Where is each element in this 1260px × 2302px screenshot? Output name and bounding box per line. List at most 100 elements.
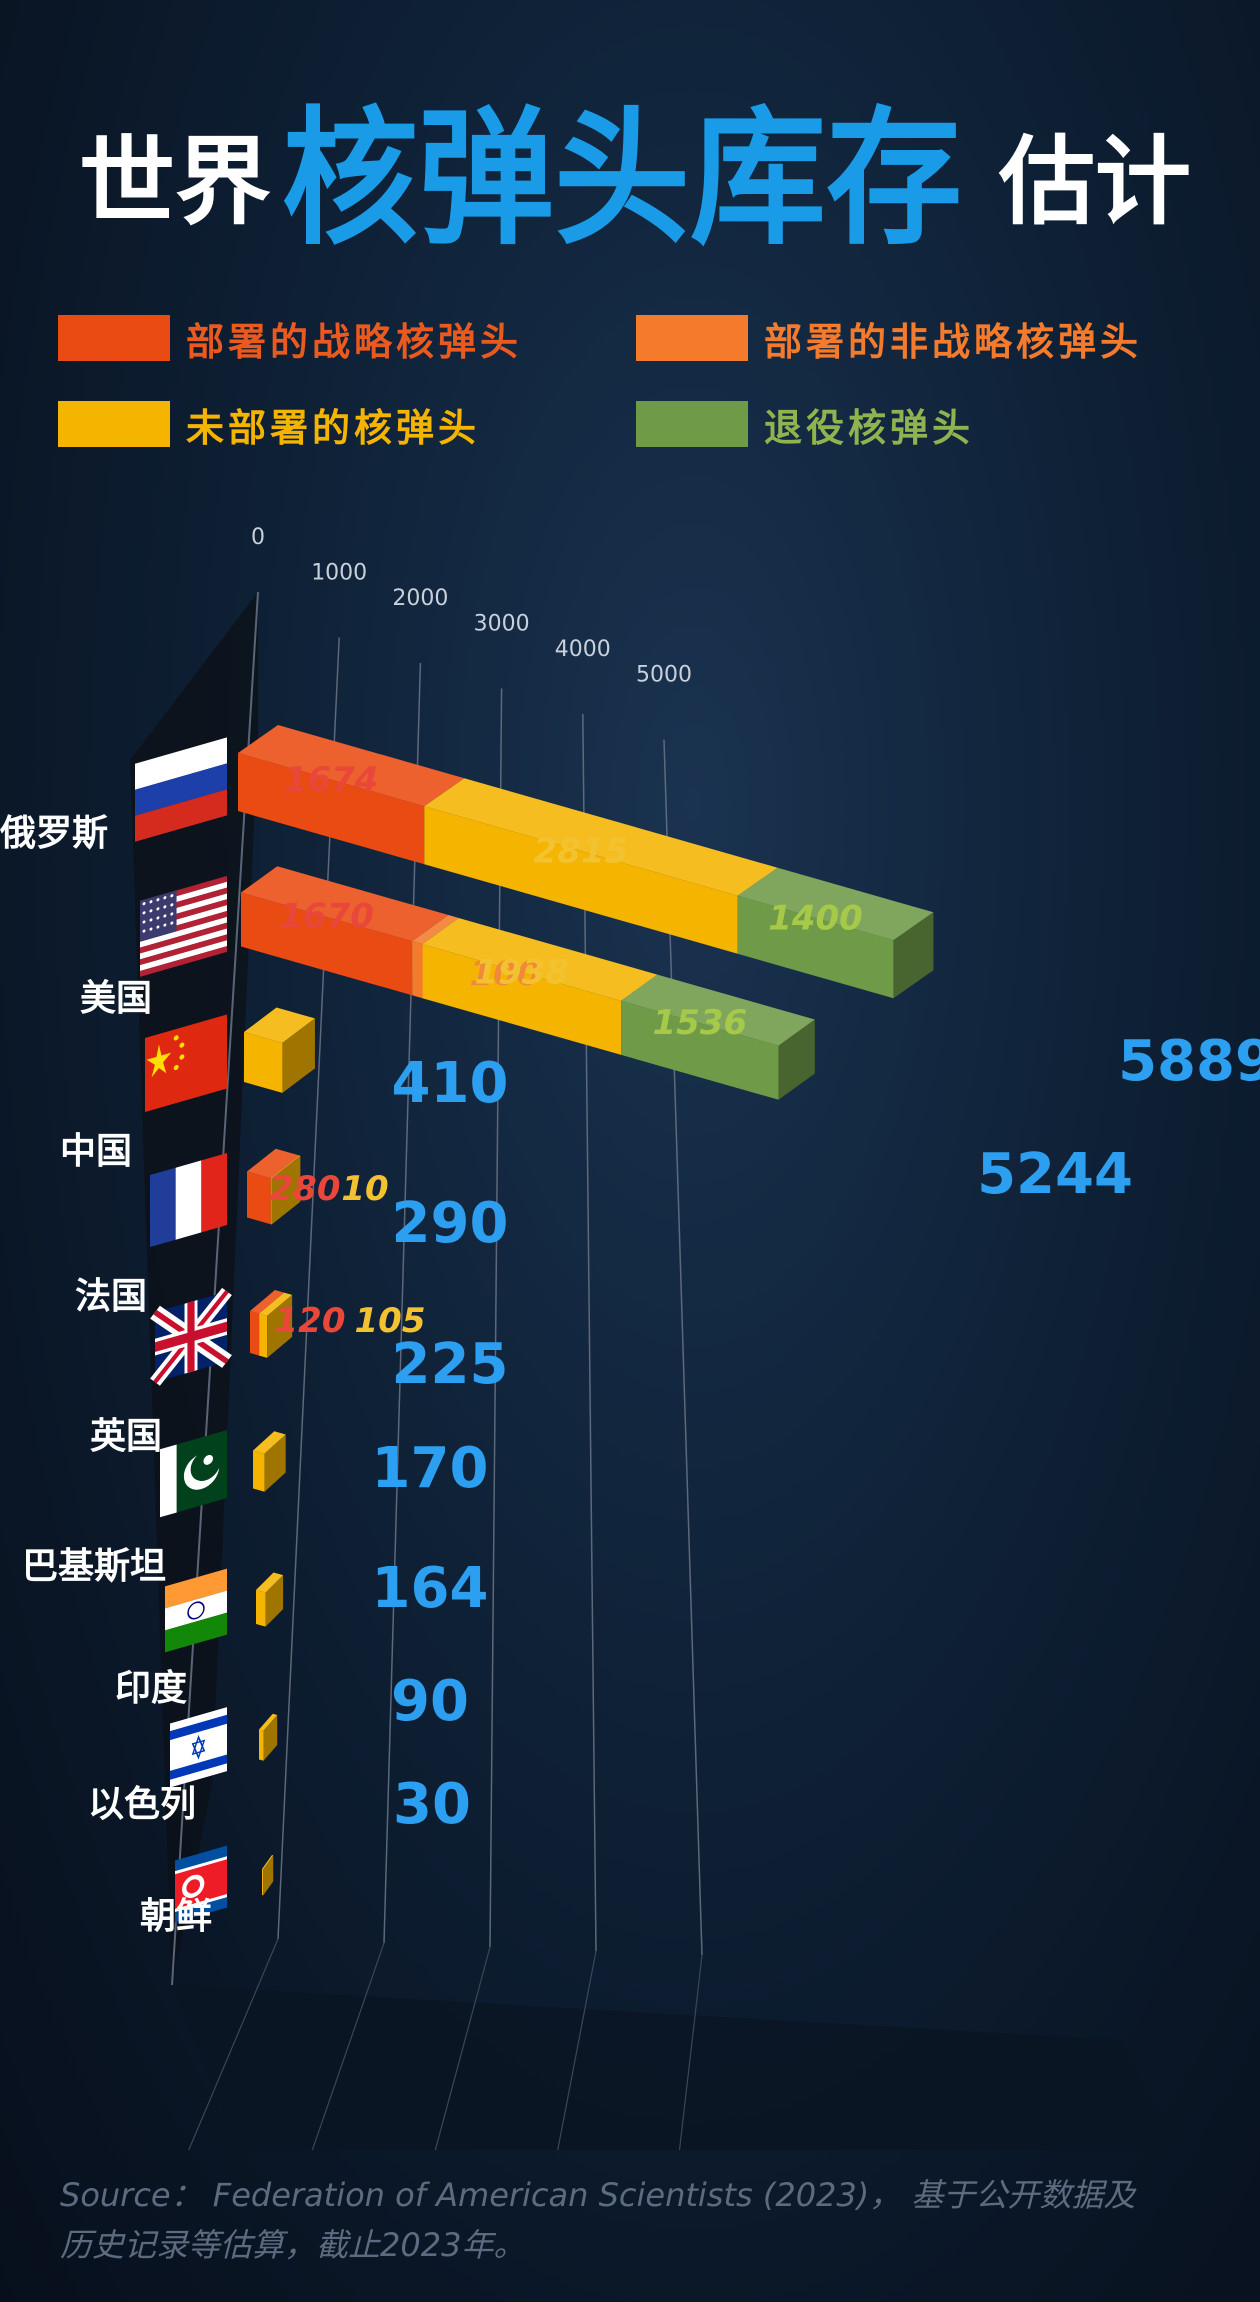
- legend-swatch-nondeployed: [58, 401, 170, 447]
- star: [163, 923, 167, 927]
- bar-segment-top: [247, 1148, 300, 1179]
- bar-segment-top: [238, 725, 465, 807]
- legend-swatch-deployed-strategic: [58, 315, 170, 361]
- segment-value-label: 2815: [534, 832, 629, 872]
- bar-end-cap: [265, 1575, 284, 1627]
- bar-segment-top: [259, 1292, 293, 1316]
- bar-segment: [259, 1729, 264, 1761]
- uk-flag: [150, 1287, 232, 1386]
- bar-segment: [737, 895, 894, 999]
- legend-label-nondeployed: 未部署的核弹头: [186, 405, 481, 450]
- bar-segment-top: [412, 915, 459, 945]
- x-tick-label: 3000: [474, 612, 530, 637]
- segment-value-label: 105: [355, 1301, 426, 1341]
- title-part-2: 核弹头库存: [282, 95, 962, 265]
- bar-segment-top: [259, 1713, 278, 1731]
- star: [149, 918, 153, 922]
- star: [149, 900, 153, 904]
- legend-item-retired: 退役核弹头: [636, 399, 975, 450]
- total-value-label: 410: [392, 1051, 509, 1116]
- total-value-label: 5889: [1118, 1029, 1260, 1094]
- category-label: 中国: [60, 1130, 132, 1172]
- bar-end-cap: [893, 912, 934, 999]
- star: [203, 1454, 214, 1465]
- flag-part: [160, 1444, 177, 1518]
- bar-segment: [412, 941, 423, 999]
- star: [191, 1739, 206, 1760]
- flag-part: [150, 1167, 176, 1248]
- star: [186, 1879, 201, 1894]
- category-label: 印度: [115, 1667, 187, 1709]
- category-label: 俄罗斯: [0, 812, 108, 854]
- flag-part: [140, 922, 227, 954]
- total-value-label: 30: [393, 1772, 471, 1837]
- bar-segment-top: [262, 1855, 274, 1870]
- bar-end-cap: [263, 1714, 278, 1761]
- chart-text: 0 1000 2000 3000 4000 5000 俄罗斯美国中国法国英国巴基斯坦印度以色…: [0, 525, 1260, 1937]
- flag-part: [145, 1014, 227, 1112]
- category-label: 朝鲜: [140, 1895, 212, 1937]
- star: [142, 929, 146, 933]
- segment-value-label: 1674: [284, 760, 379, 800]
- bar-segment-top: [253, 1431, 286, 1454]
- total-value-label: 164: [372, 1556, 489, 1621]
- star: [142, 911, 146, 915]
- china-flag: [145, 1014, 227, 1112]
- flag-part: [170, 1714, 227, 1741]
- bar-row-3: [247, 1148, 301, 1225]
- flag-part: [140, 890, 177, 942]
- bar-end-cap: [778, 1019, 815, 1100]
- gridline-2000: [383, 662, 422, 1944]
- flag-part: [165, 1590, 227, 1631]
- bar-row-0: [238, 725, 934, 999]
- x-tick-label: 5000: [636, 663, 692, 688]
- x-tick-label: 1000: [311, 561, 367, 586]
- legend-label-deployed-nonstrategic: 部署的非战略核弹头: [764, 319, 1143, 364]
- segment-value-label: 100: [470, 954, 541, 994]
- segment-value-label: 1670: [279, 897, 374, 937]
- category-label: 以色列: [88, 1783, 196, 1825]
- bar-segment-top: [244, 1007, 315, 1043]
- source-line-2: 历史记录等估算，截止2023年。: [60, 2226, 526, 2264]
- bar-segment: [270, 1178, 272, 1225]
- bar-end-cap: [263, 1855, 274, 1896]
- legend-item-nondeployed: 未部署的核弹头: [58, 399, 481, 450]
- category-label: 巴基斯坦: [22, 1545, 166, 1587]
- bar-row-7: [259, 1713, 278, 1761]
- star: [163, 905, 167, 909]
- bar-row-4: [250, 1290, 293, 1358]
- category-label: 英国: [90, 1415, 162, 1457]
- bar-segment: [262, 1869, 264, 1896]
- bar-end-cap: [271, 1155, 301, 1225]
- gridline-3000: [489, 688, 503, 1948]
- star: [163, 896, 167, 900]
- star: [149, 909, 153, 913]
- gridline-5000: [663, 739, 703, 1956]
- bar-segment: [256, 1590, 266, 1627]
- flag-part: [165, 1612, 227, 1653]
- bar-end-cap: [264, 1434, 286, 1492]
- segment-value-label: 120: [275, 1301, 346, 1341]
- star: [163, 914, 167, 918]
- bar-segment-top: [424, 778, 778, 896]
- star: [156, 916, 160, 920]
- bar-segment: [253, 1450, 265, 1492]
- chart-title: 世界 核弹头库存 估计: [79, 95, 1191, 265]
- flag-part: [135, 763, 227, 816]
- star: [170, 912, 174, 916]
- floor-gridline-4000: [557, 1950, 597, 2150]
- total-value-label: 170: [372, 1436, 489, 1501]
- bar-segment: [424, 806, 738, 954]
- segment-value-label: 280: [270, 1169, 341, 1209]
- star: [142, 920, 146, 924]
- x-tick-label: 2000: [392, 586, 448, 611]
- warhead-bar-chart: 0 1000 2000 3000 4000 5000 俄罗斯美国中国法国英国巴基斯坦印度以色…: [0, 525, 1260, 2150]
- bar-segment: [238, 753, 425, 865]
- chart-gridlines: [188, 637, 703, 2150]
- floor-plane: [172, 1985, 1179, 2150]
- flag-part: [140, 916, 227, 948]
- bar-segment: [422, 944, 622, 1055]
- legend-label-retired: 退役核弹头: [764, 405, 975, 450]
- total-value-label: 90: [391, 1669, 469, 1734]
- flag-part: [140, 940, 227, 972]
